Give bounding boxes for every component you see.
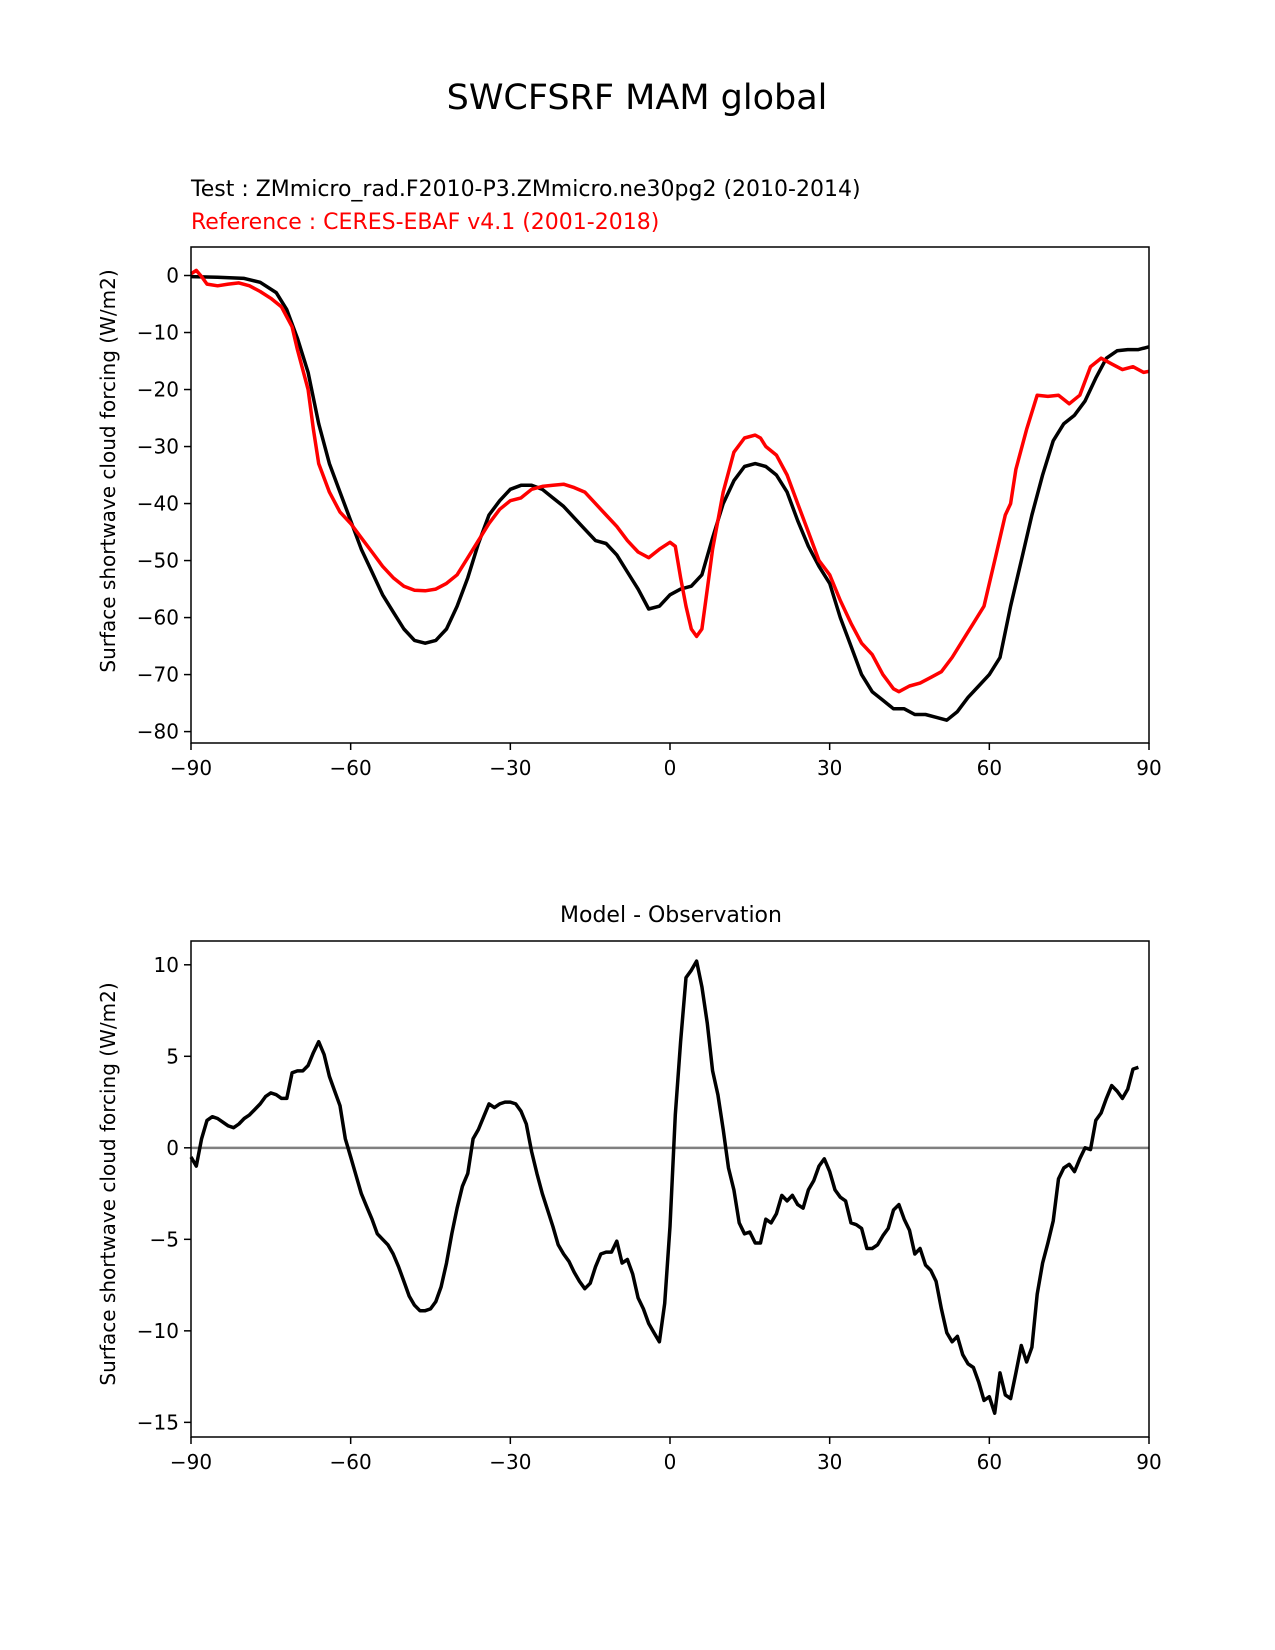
bottom-y-axis-label: Surface shortwave cloud forcing (W/m2) [96, 982, 120, 1385]
y-tick-label: −50 [137, 549, 179, 573]
top-axes: −90 −60 −30 0 30 60 90 0 −10 −20 −30 −40 −50 −60 −70 −8… [137, 246, 1162, 780]
test-series-line [190, 274, 1150, 722]
x-tick-label: −60 [330, 756, 372, 780]
y-tick-label: −60 [137, 606, 179, 630]
bottom-chart-panel: Model - Observation Surface shortwave cl… [96, 903, 1162, 1474]
x-tick-label: −30 [489, 756, 531, 780]
y-tick-label: −30 [137, 435, 179, 459]
x-tick-label: 0 [664, 756, 677, 780]
y-tick-label: −10 [137, 1319, 179, 1343]
test-subtitle: Test : ZMmicro_rad.F2010-P3.ZMmicro.ne30… [190, 177, 861, 202]
y-tick-label: −5 [150, 1227, 179, 1251]
y-tick-label: −40 [137, 492, 179, 516]
reference-subtitle: Reference : CERES-EBAF v4.1 (2001-2018) [191, 210, 659, 235]
y-tick-label: −80 [137, 720, 179, 744]
x-tick-label: 60 [977, 1450, 1002, 1474]
top-y-axis-label: Surface shortwave cloud forcing (W/m2) [96, 269, 120, 672]
y-tick-label: −10 [137, 321, 179, 345]
x-tick-label: −90 [170, 756, 212, 780]
test-series-line [189, 959, 1139, 1415]
x-tick-label: −60 [330, 1450, 372, 1474]
y-tick-label: 5 [166, 1044, 179, 1068]
top-chart-panel: Test : ZMmicro_rad.F2010-P3.ZMmicro.ne30… [96, 177, 1162, 780]
bottom-axes: −90 −60 −30 0 30 60 90 10 5 0 −5 −10 −15 [137, 940, 1162, 1474]
x-tick-label: −30 [489, 1450, 531, 1474]
x-tick-label: 60 [977, 756, 1002, 780]
x-tick-label: 30 [817, 1450, 842, 1474]
y-tick-label: −70 [137, 663, 179, 687]
figure-title: SWCFSRF MAM global [447, 78, 828, 118]
y-tick-label: −15 [137, 1410, 179, 1434]
y-tick-label: 0 [166, 264, 179, 288]
x-tick-label: 30 [817, 756, 842, 780]
reference-series-line [190, 268, 1150, 694]
x-tick-label: 90 [1136, 756, 1161, 780]
x-tick-label: −90 [170, 1450, 212, 1474]
y-tick-label: −20 [137, 378, 179, 402]
x-tick-label: 0 [664, 1450, 677, 1474]
y-tick-label: 10 [154, 953, 179, 977]
x-tick-label: 90 [1136, 1450, 1161, 1474]
y-tick-label: 0 [166, 1136, 179, 1160]
bottom-panel-title: Model - Observation [560, 903, 782, 928]
